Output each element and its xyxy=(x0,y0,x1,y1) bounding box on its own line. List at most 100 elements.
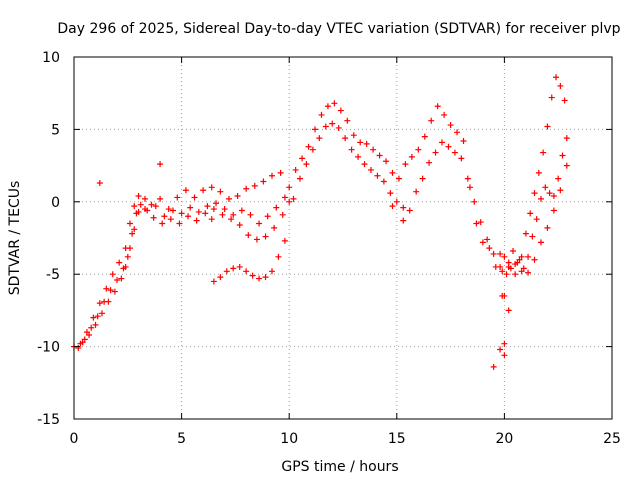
data-point xyxy=(402,161,409,168)
data-point xyxy=(247,211,254,218)
plot-frame xyxy=(73,56,613,420)
data-point xyxy=(148,201,155,208)
data-point xyxy=(542,184,549,191)
data-point xyxy=(335,124,342,131)
series-track-f xyxy=(290,120,504,270)
data-point xyxy=(105,298,112,305)
data-point xyxy=(344,117,351,124)
data-point xyxy=(124,253,131,260)
data-point xyxy=(438,139,445,146)
data-point xyxy=(223,268,230,275)
data-point xyxy=(553,74,560,81)
data-point xyxy=(303,161,310,168)
data-point xyxy=(540,149,547,156)
data-point xyxy=(413,188,420,195)
data-point xyxy=(331,100,338,107)
data-point xyxy=(174,194,181,201)
x-axis-label: GPS time / hours xyxy=(281,459,398,475)
data-point xyxy=(389,169,396,176)
data-point xyxy=(525,253,532,260)
data-point xyxy=(544,123,551,130)
data-point xyxy=(559,152,566,159)
data-point xyxy=(501,292,508,299)
data-point xyxy=(426,159,433,166)
y-tick-label: 10 xyxy=(42,50,60,66)
data-point xyxy=(355,153,362,160)
data-point xyxy=(555,175,562,182)
data-point xyxy=(309,146,316,153)
x-tick-label: 10 xyxy=(280,431,298,447)
data-point xyxy=(268,268,275,275)
data-point xyxy=(126,245,133,252)
y-tick-label: -5 xyxy=(46,267,60,283)
data-point xyxy=(406,207,413,214)
data-point xyxy=(75,345,82,352)
data-point xyxy=(126,220,133,227)
data-point xyxy=(253,236,260,243)
series-track-a xyxy=(71,169,284,350)
data-point xyxy=(118,275,125,282)
y-tick-label: 5 xyxy=(51,122,60,138)
data-point xyxy=(161,213,168,220)
x-tick-label: 25 xyxy=(603,431,621,447)
data-point xyxy=(557,82,564,89)
data-point xyxy=(316,135,323,142)
gridlines xyxy=(74,57,612,419)
data-point xyxy=(535,169,542,176)
series-track-h xyxy=(499,135,570,278)
data-point xyxy=(329,120,336,127)
data-point xyxy=(296,175,303,182)
data-point xyxy=(236,221,243,228)
data-point xyxy=(116,259,123,266)
data-point xyxy=(94,313,101,320)
data-point xyxy=(109,271,116,278)
data-point xyxy=(322,123,329,130)
x-tick-label: 15 xyxy=(388,431,406,447)
y-tick-label: -15 xyxy=(37,412,60,428)
data-point xyxy=(131,203,138,210)
data-point xyxy=(512,271,519,278)
data-point xyxy=(510,248,517,255)
data-point xyxy=(234,193,241,200)
data-point xyxy=(486,245,493,252)
data-point xyxy=(484,236,491,243)
data-point xyxy=(88,324,95,331)
data-point xyxy=(370,146,377,153)
data-point xyxy=(376,152,383,159)
data-point xyxy=(111,288,118,295)
data-point xyxy=(167,216,174,223)
data-point xyxy=(324,103,331,110)
data-point xyxy=(210,206,217,213)
data-point xyxy=(150,214,157,221)
data-point xyxy=(90,314,97,321)
series-track-g xyxy=(497,74,568,266)
data-point xyxy=(546,190,553,197)
data-point xyxy=(505,307,512,314)
data-point xyxy=(533,216,540,223)
data-point xyxy=(400,217,407,224)
data-point xyxy=(501,253,508,260)
data-point xyxy=(228,216,235,223)
data-point xyxy=(380,178,387,185)
data-point xyxy=(195,208,202,215)
data-point xyxy=(357,139,364,146)
data-point xyxy=(213,200,220,207)
data-point xyxy=(395,175,402,182)
data-point xyxy=(434,103,441,110)
data-point xyxy=(251,182,258,189)
data-point xyxy=(176,220,183,227)
data-point xyxy=(230,265,237,272)
data-point xyxy=(421,133,428,140)
data-point xyxy=(497,346,504,353)
data-point xyxy=(400,204,407,211)
data-point xyxy=(350,132,357,139)
data-point xyxy=(348,146,355,153)
data-point xyxy=(96,179,103,186)
data-point xyxy=(238,207,245,214)
y-tick-label: 0 xyxy=(51,195,60,211)
series-track-i xyxy=(505,162,570,278)
data-point xyxy=(182,187,189,194)
data-point xyxy=(393,198,400,205)
x-tick-label: 20 xyxy=(495,431,513,447)
data-point xyxy=(408,153,415,160)
